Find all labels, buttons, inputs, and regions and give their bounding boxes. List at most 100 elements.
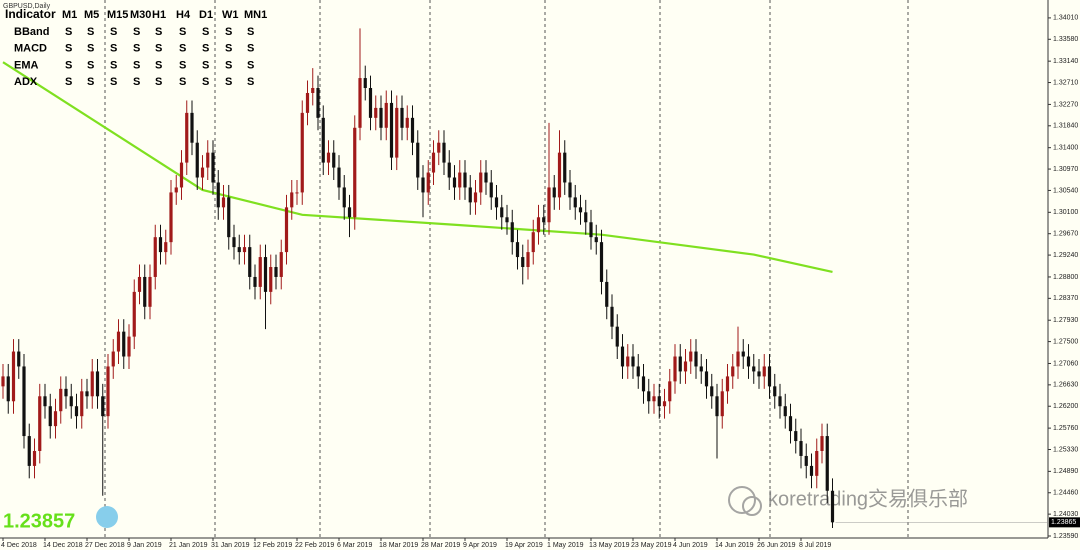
panel-header: Indicator <box>5 7 56 21</box>
candle-body <box>164 242 168 253</box>
candle-body <box>216 182 220 208</box>
candle-body <box>830 490 835 523</box>
y-tick-label: 1.24890 <box>1053 468 1078 475</box>
candle-body <box>358 78 362 128</box>
panel-signal: S <box>87 26 94 38</box>
panel-row-label: MACD <box>14 43 47 55</box>
candle-body <box>694 351 698 367</box>
y-tick-label: 1.27930 <box>1053 317 1078 324</box>
panel-signal: S <box>179 43 186 55</box>
candle-body <box>374 107 378 118</box>
panel-header: M30 <box>130 9 151 21</box>
watermark-icon <box>728 486 756 514</box>
candle-body <box>473 192 478 203</box>
candle-body <box>22 366 26 437</box>
candle-body <box>657 396 661 407</box>
x-tick-label: 28 Mar 2019 <box>421 542 460 549</box>
candle-body <box>767 366 772 387</box>
y-tick-label: 1.30100 <box>1053 209 1078 216</box>
y-tick-label: 1.32710 <box>1053 79 1078 86</box>
watermark-icon <box>742 496 762 516</box>
candle-body <box>421 177 425 193</box>
candle-body <box>6 376 10 402</box>
candle-body <box>452 177 457 188</box>
candle-body <box>122 331 126 357</box>
candle-body <box>416 142 420 178</box>
candle-body <box>825 436 829 491</box>
candle-body <box>578 207 583 213</box>
panel-signal: S <box>247 43 254 55</box>
candle-body <box>353 127 357 218</box>
candle-body <box>442 142 446 163</box>
candle-body <box>636 366 640 377</box>
panel-row-label: EMA <box>14 59 39 71</box>
candle-body <box>778 396 782 407</box>
candle-body <box>48 406 52 427</box>
panel-header: M15 <box>107 9 128 21</box>
panel-header: MN1 <box>244 9 267 21</box>
candle-body <box>736 351 740 367</box>
candle-body <box>536 217 541 233</box>
candle-body <box>111 351 115 367</box>
x-tick-label: 9 Jan 2019 <box>127 542 162 549</box>
candle-body <box>200 167 205 178</box>
candle-body <box>647 391 651 402</box>
candle-body <box>820 436 824 451</box>
candle-body <box>347 207 352 218</box>
x-tick-label: 14 Dec 2018 <box>43 542 83 549</box>
candle-body <box>678 356 682 372</box>
candle-body <box>531 232 535 253</box>
candle-body <box>43 396 47 407</box>
y-tick-label: 1.26200 <box>1053 403 1078 410</box>
candle-body <box>185 112 189 163</box>
panel-header: W1 <box>222 9 239 21</box>
candle-body <box>652 396 656 402</box>
candle-body <box>389 102 394 158</box>
panel-signal: S <box>87 59 94 71</box>
candle-body <box>116 331 121 352</box>
candle-body <box>584 212 588 223</box>
candle-body <box>80 391 84 417</box>
panel-signal: S <box>179 26 186 38</box>
candle-body <box>69 396 73 407</box>
candle-body <box>405 117 409 128</box>
candle-body <box>279 252 283 277</box>
candle-body <box>668 381 672 402</box>
candle-body <box>274 267 278 277</box>
y-tick-label: 1.23590 <box>1053 533 1078 540</box>
candle-body <box>38 396 42 451</box>
candle-body <box>463 172 467 188</box>
candle-body <box>725 376 730 392</box>
y-tick-label: 1.29670 <box>1053 231 1078 238</box>
candle-body <box>101 396 105 417</box>
y-tick-label: 1.27500 <box>1053 338 1078 345</box>
price-display: 1.23857 <box>3 510 75 532</box>
candle-body <box>783 406 787 417</box>
panel-row-label: ADX <box>14 76 38 88</box>
panel-signal: S <box>155 59 162 71</box>
candle-body <box>305 92 310 113</box>
x-tick-label: 18 Mar 2019 <box>379 542 418 549</box>
chart-title: GBPUSD,Daily <box>3 3 51 10</box>
panel-header: H4 <box>176 9 191 21</box>
candle-body <box>295 192 299 194</box>
y-tick-label: 1.25330 <box>1053 446 1078 453</box>
candle-body <box>242 247 247 253</box>
y-tick-label: 1.33580 <box>1053 36 1078 43</box>
candle-body <box>263 257 268 292</box>
candle-body <box>704 371 709 387</box>
y-tick-label: 1.32270 <box>1053 101 1078 108</box>
panel-signal: S <box>65 43 72 55</box>
y-tick-label: 1.33140 <box>1053 58 1078 65</box>
last-price-box <box>1049 517 1080 528</box>
candle-body <box>631 356 635 367</box>
candle-body <box>573 197 577 208</box>
panel-signal: S <box>179 59 186 71</box>
x-tick-label: 22 Feb 2019 <box>295 542 334 549</box>
y-tick-label: 1.24460 <box>1053 490 1078 497</box>
candle-body <box>773 386 777 397</box>
panel-signal: S <box>155 26 162 38</box>
